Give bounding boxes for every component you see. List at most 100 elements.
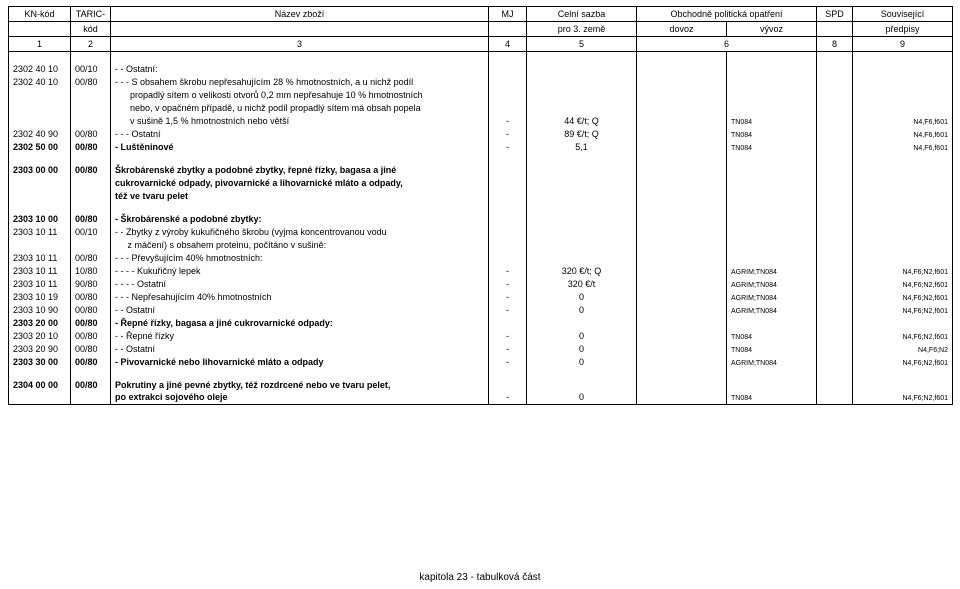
- cell: [637, 163, 727, 176]
- cell: 89 €/t; Q: [527, 127, 637, 140]
- cell: -: [489, 114, 527, 127]
- cell: [637, 290, 727, 303]
- cell: TN084: [727, 329, 817, 342]
- table-row: 2303 30 0000/80- Pivovarnické nebo lihov…: [9, 355, 953, 368]
- hdr-n1: 1: [9, 37, 71, 52]
- table-row: [9, 368, 953, 378]
- cell: -: [489, 140, 527, 153]
- cell: [489, 238, 527, 251]
- cell: [527, 163, 637, 176]
- table-row: 2302 40 1000/80- - - S obsahem škrobu ne…: [9, 75, 953, 88]
- hdr-sazba2: pro 3. země: [527, 22, 637, 37]
- cell: - - - - Ostatní: [111, 277, 489, 290]
- cell: 00/80: [71, 212, 111, 225]
- cell: 5,1: [527, 140, 637, 153]
- cell: AGRIM;TN084: [727, 355, 817, 368]
- hdr-name: Název zboží: [111, 7, 489, 22]
- cell: [527, 88, 637, 101]
- hdr-vyvoz: vývoz: [727, 22, 817, 37]
- cell: 2302 40 10: [9, 62, 71, 75]
- cell: [527, 316, 637, 329]
- cell: [817, 378, 853, 391]
- cell: [817, 225, 853, 238]
- cell: [637, 101, 727, 114]
- cell: 320 €/t: [527, 277, 637, 290]
- cell: nebo, v opačném případě, u nichž podíl p…: [111, 101, 489, 114]
- table-row: 2303 10 1100/80- - - Převyšujícím 40% hm…: [9, 251, 953, 264]
- cell: Škrobárenské zbytky a podobné zbytky, ře…: [111, 163, 489, 176]
- cell: [727, 88, 817, 101]
- cell: [817, 303, 853, 316]
- cell: AGRIM;TN084: [727, 303, 817, 316]
- page-footer: kapitola 23 - tabulková část: [0, 572, 960, 583]
- cell: též ve tvaru pelet: [111, 189, 489, 202]
- cell: 00/80: [71, 251, 111, 264]
- cell: [9, 114, 71, 127]
- cell: cukrovarnické odpady, pivovarnické a lih…: [111, 176, 489, 189]
- cell: 2303 10 90: [9, 303, 71, 316]
- cell: [817, 329, 853, 342]
- hdr-mj: MJ: [489, 7, 527, 22]
- cell: Pokrutiny a jiné pevné zbytky, též rozdr…: [111, 378, 489, 391]
- cell: [817, 114, 853, 127]
- cell: [727, 62, 817, 75]
- cell: [637, 114, 727, 127]
- cell: N4,F6;N2,f601: [853, 290, 953, 303]
- cell: [853, 316, 953, 329]
- cell: [71, 189, 111, 202]
- cell: 2303 00 00: [9, 163, 71, 176]
- cell: - - Řepné řízky: [111, 329, 489, 342]
- table-row: 2303 10 1100/10- - Zbytky z výroby kukuř…: [9, 225, 953, 238]
- hdr-taric2: kód: [71, 22, 111, 37]
- cell: [727, 75, 817, 88]
- cell: [71, 88, 111, 101]
- cell: 00/80: [71, 342, 111, 355]
- cell: [817, 101, 853, 114]
- cell: -: [489, 391, 527, 404]
- cell: [637, 225, 727, 238]
- table-spacer: [9, 52, 953, 62]
- cell: 00/80: [71, 316, 111, 329]
- table-row: [9, 153, 953, 163]
- cell: [727, 316, 817, 329]
- cell: 90/80: [71, 277, 111, 290]
- cell: 00/80: [71, 355, 111, 368]
- cell: N4,F6;N2,f601: [853, 391, 953, 404]
- cell: [853, 189, 953, 202]
- cell: - - - - Kukuřičný lepek: [111, 264, 489, 277]
- table-row: 2302 40 1000/10- - Ostatní:: [9, 62, 953, 75]
- cell: AGRIM;TN084: [727, 264, 817, 277]
- header-row-2: kód pro 3. země dovoz vývoz předpisy: [9, 22, 953, 37]
- table-row: z máčení) s obsahem proteinu, počítáno v…: [9, 238, 953, 251]
- cell: TN084: [727, 127, 817, 140]
- cell: [817, 290, 853, 303]
- cell: [527, 189, 637, 202]
- cell: - - - Převyšujícím 40% hmotnostních:: [111, 251, 489, 264]
- cell: [71, 114, 111, 127]
- table-row: 2303 10 1900/80- - - Nepřesahujícím 40% …: [9, 290, 953, 303]
- cell: [817, 127, 853, 140]
- cell: [489, 316, 527, 329]
- cell: - - Ostatní:: [111, 62, 489, 75]
- cell: -: [489, 127, 527, 140]
- cell: [853, 75, 953, 88]
- cell: -: [489, 355, 527, 368]
- cell: 2303 10 11: [9, 277, 71, 290]
- cell: [817, 88, 853, 101]
- cell: 2303 30 00: [9, 355, 71, 368]
- cell: [853, 225, 953, 238]
- table-row: též ve tvaru pelet: [9, 189, 953, 202]
- cell: 2303 20 10: [9, 329, 71, 342]
- cell: 2303 10 00: [9, 212, 71, 225]
- cell: [527, 251, 637, 264]
- table-row: 2303 20 0000/80- Řepné řízky, bagasa a j…: [9, 316, 953, 329]
- cell: -: [489, 277, 527, 290]
- cell: N4,F6;N2,f601: [853, 355, 953, 368]
- cell: 2303 10 11: [9, 264, 71, 277]
- cell: [9, 101, 71, 114]
- cell: [489, 378, 527, 391]
- cell: -: [489, 303, 527, 316]
- cell: [817, 316, 853, 329]
- cell: [637, 251, 727, 264]
- cell: [489, 251, 527, 264]
